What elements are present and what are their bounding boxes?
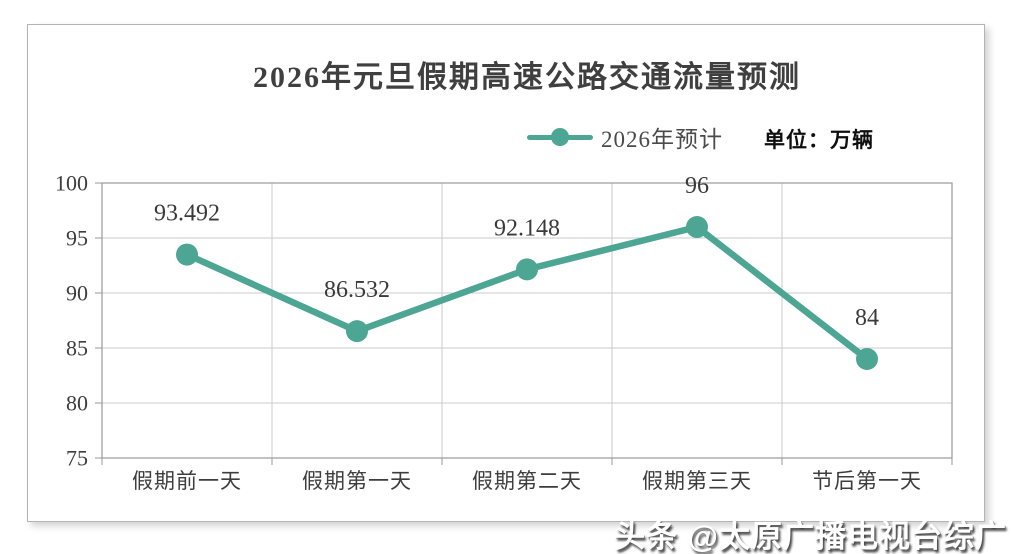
legend: 2026年预计 <box>527 122 723 152</box>
data-point-marker <box>686 216 708 238</box>
data-point-label: 96 <box>685 173 709 199</box>
y-axis-label: 85 <box>66 336 88 361</box>
data-point-marker <box>516 258 538 281</box>
unit-label: 单位：万辆 <box>764 129 874 152</box>
data-point-label: 86.532 <box>324 277 390 303</box>
y-axis-label: 90 <box>66 281 88 306</box>
data-point-label: 92.148 <box>494 215 560 241</box>
data-point-marker <box>856 348 878 370</box>
line-series-legend-icon <box>527 124 593 150</box>
legend-series-label: 2026年预计 <box>601 127 723 152</box>
x-axis-label: 假期第一天 <box>302 469 412 493</box>
chart-panel <box>27 24 985 522</box>
y-axis-label: 100 <box>55 171 88 196</box>
legend-dot-swatch <box>551 128 569 146</box>
x-axis-label: 假期第三天 <box>642 469 752 493</box>
x-axis-label: 假期前一天 <box>132 469 242 493</box>
y-axis-label: 75 <box>66 446 88 471</box>
data-point-label: 93.492 <box>154 201 220 227</box>
data-point-marker <box>346 320 368 343</box>
x-axis-label: 假期第二天 <box>472 469 582 493</box>
data-point-marker <box>176 243 198 266</box>
y-axis-label: 80 <box>66 391 88 416</box>
plot-border <box>101 182 953 459</box>
chart-title: 2026年元旦假期高速公路交通流量预测 <box>253 61 801 94</box>
y-axis-label: 95 <box>66 226 88 251</box>
x-axis-label: 节后第一天 <box>812 469 922 493</box>
data-point-label: 84 <box>855 305 879 331</box>
watermark: 头条 @太原广播电视台综广 <box>614 519 1007 554</box>
